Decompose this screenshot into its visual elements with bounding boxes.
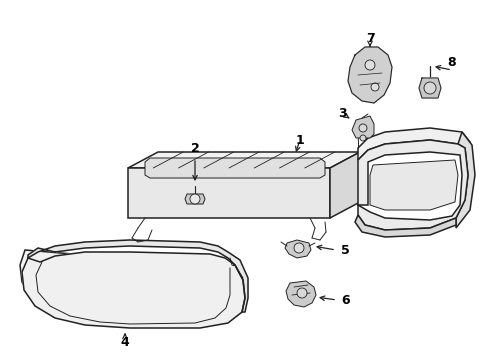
Polygon shape: [370, 160, 458, 210]
Circle shape: [424, 82, 436, 94]
Text: 7: 7: [366, 32, 374, 45]
Polygon shape: [285, 240, 311, 258]
Polygon shape: [185, 194, 205, 204]
Polygon shape: [419, 78, 441, 98]
Circle shape: [297, 288, 307, 298]
Circle shape: [359, 124, 367, 132]
Polygon shape: [352, 116, 374, 138]
Polygon shape: [286, 281, 316, 307]
Circle shape: [365, 60, 375, 70]
Text: 4: 4: [121, 336, 129, 348]
Polygon shape: [28, 240, 248, 312]
Text: 2: 2: [191, 141, 199, 154]
Polygon shape: [20, 250, 245, 326]
Text: 5: 5: [341, 243, 349, 257]
Text: 6: 6: [342, 293, 350, 306]
Circle shape: [360, 135, 366, 141]
Polygon shape: [348, 47, 392, 103]
Polygon shape: [22, 252, 245, 328]
Text: 1: 1: [295, 134, 304, 147]
Polygon shape: [355, 215, 456, 237]
Circle shape: [190, 194, 200, 204]
Circle shape: [371, 83, 379, 91]
Polygon shape: [145, 158, 325, 178]
Polygon shape: [358, 140, 468, 230]
Text: 3: 3: [338, 107, 346, 120]
Text: 8: 8: [448, 55, 456, 68]
Polygon shape: [128, 152, 360, 168]
Polygon shape: [330, 152, 360, 218]
Polygon shape: [358, 128, 470, 160]
Polygon shape: [456, 132, 475, 228]
Circle shape: [294, 243, 304, 253]
Polygon shape: [128, 168, 330, 218]
